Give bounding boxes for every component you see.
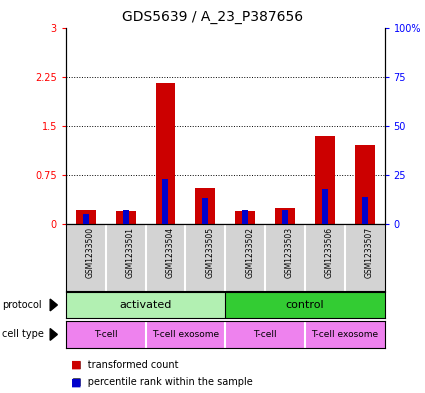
Text: T-cell: T-cell	[253, 330, 277, 339]
Text: T-cell exosome: T-cell exosome	[311, 330, 378, 339]
Bar	[202, 198, 208, 224]
Text: T-cell: T-cell	[94, 330, 118, 339]
Text: GSM1233501: GSM1233501	[126, 227, 135, 278]
Bar	[83, 214, 89, 224]
Text: GSM1233505: GSM1233505	[205, 227, 214, 279]
Text: ■: ■	[71, 360, 82, 369]
Bar	[282, 210, 288, 224]
Bar	[362, 196, 368, 224]
Text: GSM1233504: GSM1233504	[165, 227, 175, 279]
Text: GSM1233507: GSM1233507	[365, 227, 374, 279]
Bar	[235, 211, 255, 224]
Text: GSM1233503: GSM1233503	[285, 227, 294, 279]
Bar	[225, 321, 305, 348]
Bar	[196, 188, 215, 224]
Text: ■  transformed count: ■ transformed count	[66, 360, 178, 369]
Text: GSM1233502: GSM1233502	[245, 227, 254, 278]
Text: ■  percentile rank within the sample: ■ percentile rank within the sample	[66, 377, 252, 387]
Text: GSM1233500: GSM1233500	[86, 227, 95, 279]
Bar	[162, 179, 168, 224]
Bar	[315, 136, 335, 224]
Bar	[76, 209, 96, 224]
Bar	[225, 292, 385, 318]
Text: GDS5639 / A_23_P387656: GDS5639 / A_23_P387656	[122, 10, 303, 24]
Bar	[355, 145, 375, 224]
Bar	[322, 189, 328, 224]
Text: control: control	[286, 300, 324, 310]
Text: GSM1233506: GSM1233506	[325, 227, 334, 279]
Bar	[242, 210, 248, 224]
Text: protocol: protocol	[2, 300, 42, 310]
Bar	[123, 210, 129, 224]
Bar	[145, 321, 225, 348]
Bar	[66, 292, 225, 318]
Bar	[116, 211, 136, 224]
Bar	[66, 321, 145, 348]
Bar	[275, 208, 295, 224]
Text: ■: ■	[71, 377, 82, 387]
Bar	[305, 321, 385, 348]
Text: cell type: cell type	[2, 329, 44, 340]
Bar	[156, 83, 176, 224]
Text: T-cell exosome: T-cell exosome	[152, 330, 219, 339]
Text: activated: activated	[119, 300, 172, 310]
